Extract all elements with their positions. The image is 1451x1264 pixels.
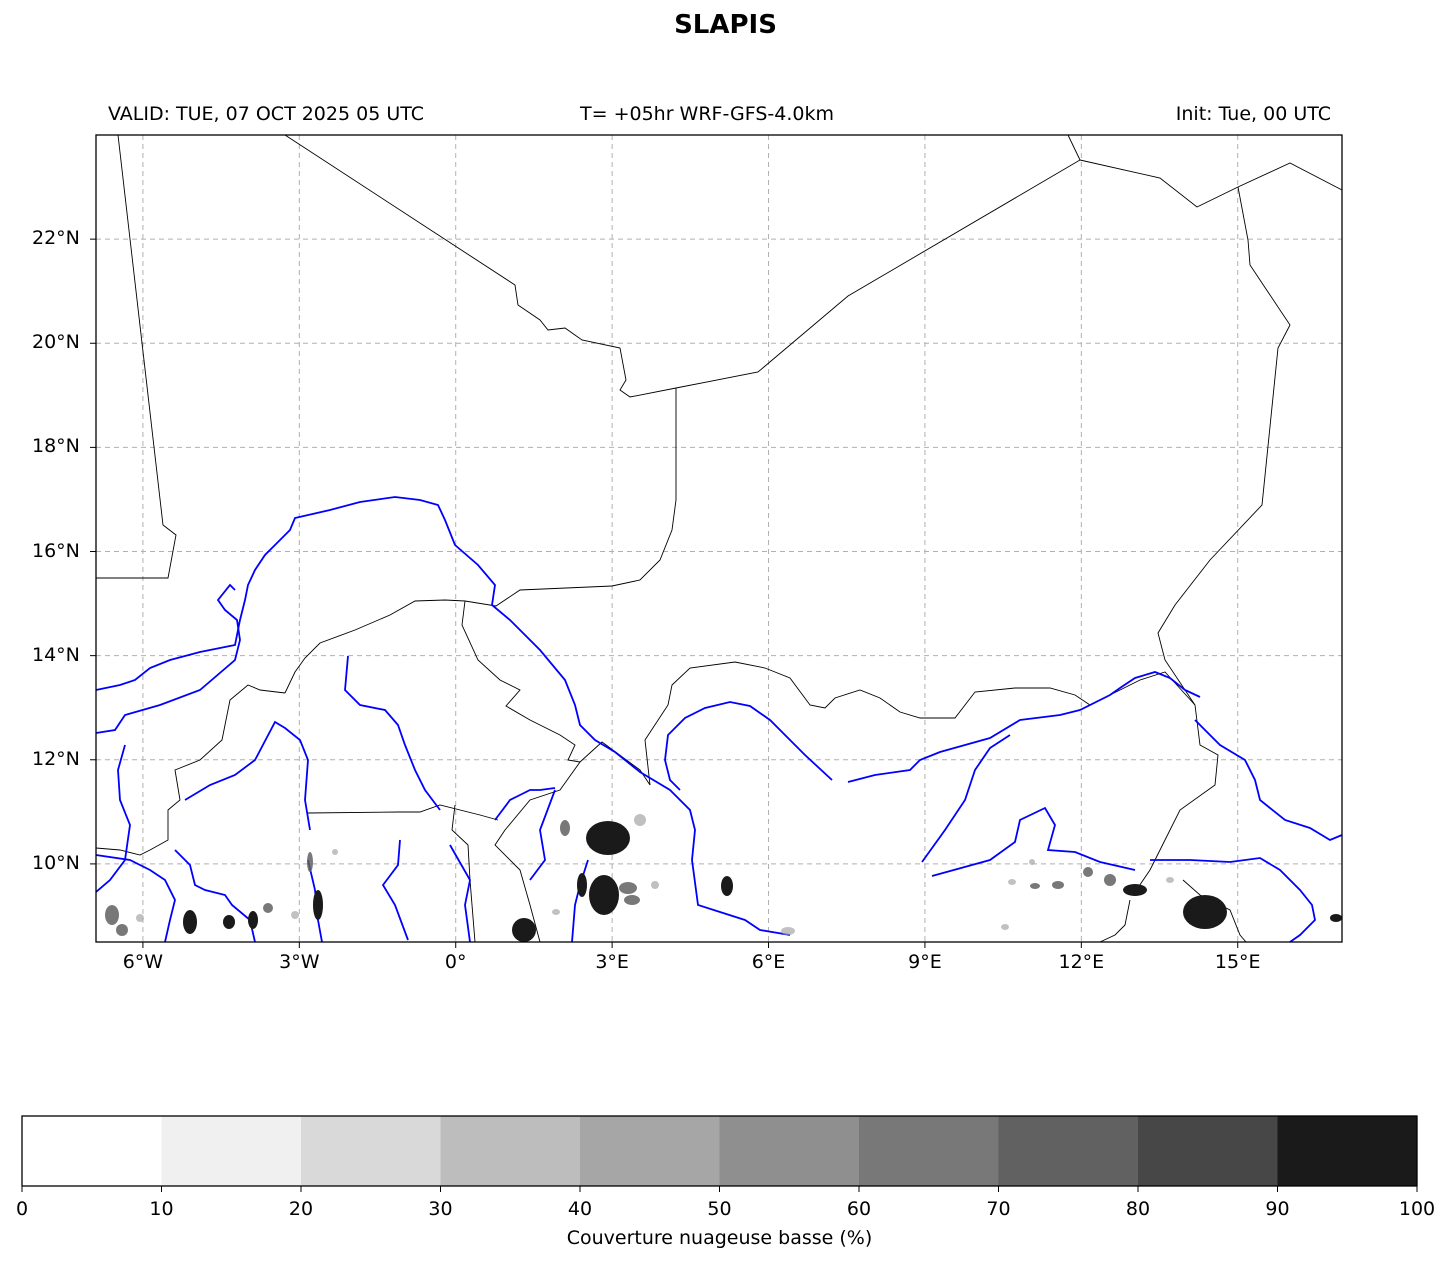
axis-tick-marks — [90, 238, 1239, 948]
colorbar-tick-label: 0 — [15, 1198, 29, 1220]
border-niger-algeria — [675, 134, 1081, 389]
lon-tick-label: 15°E — [1214, 951, 1261, 973]
border-mali-niger — [284, 388, 677, 694]
border-cameroon-nigeria-south — [1099, 899, 1131, 943]
colorbar-title: Couverture nuageuse basse (%) — [566, 1227, 873, 1249]
border-niger-libya-chad — [1079, 159, 1343, 208]
colorbar-bin — [440, 1116, 581, 1186]
colorbar-bin — [859, 1116, 999, 1186]
lat-tick-label: 10°N — [32, 851, 80, 874]
country-borders — [95, 134, 1343, 943]
river-niger-north-branch — [95, 583, 241, 734]
forecast-model-label: T= +05hr WRF-GFS-4.0km — [580, 103, 834, 125]
border-burkina-ghana-togo — [307, 804, 499, 821]
river-chari — [1150, 857, 1316, 943]
lon-tick-label: 3°E — [595, 951, 629, 973]
colorbar-tick-label: 80 — [1125, 1198, 1151, 1220]
rivers — [95, 496, 1343, 943]
colorbar-tick-label: 90 — [1265, 1198, 1290, 1220]
colorbar-bin — [161, 1116, 302, 1186]
lon-tick-label: 0° — [444, 951, 467, 973]
river-white-volta — [344, 655, 441, 811]
colorbar-tick-label: 50 — [707, 1198, 732, 1220]
valid-time-label: VALID: TUE, 07 OCT 2025 05 UTC — [108, 103, 424, 125]
colorbar-bin — [1277, 1116, 1418, 1186]
river-benue — [847, 671, 1201, 783]
river-oueme — [529, 789, 556, 881]
border-mali-algeria — [284, 134, 677, 398]
river-black-volta — [184, 720, 311, 831]
lon-tick-label: 6°W — [122, 951, 164, 973]
river-bani — [95, 854, 176, 943]
lat-tick-label: 12°N — [32, 747, 80, 770]
colorbar-bin — [580, 1116, 720, 1186]
lon-tick-label: 12°E — [1058, 951, 1105, 973]
border-togo — [451, 804, 476, 943]
river-sokoto — [664, 701, 833, 791]
colorbar-tick-label: 70 — [986, 1198, 1011, 1220]
border-niger-nigeria — [644, 661, 1091, 786]
lat-tick-label: 16°N — [32, 539, 80, 562]
border-mali-burkina — [95, 684, 286, 856]
river-niger — [95, 496, 791, 936]
lat-tick-label: 20°N — [32, 331, 80, 354]
lat-tick-label: 18°N — [32, 435, 80, 458]
lon-tick-label: 9°E — [908, 951, 942, 973]
river-mouhoun — [95, 744, 131, 893]
border-mali-mauritania — [96, 134, 177, 579]
lat-tick-label: 14°N — [32, 643, 80, 666]
lon-tick-label: 3°W — [279, 951, 320, 973]
river-mono — [494, 787, 556, 821]
river-mekrou — [571, 859, 589, 943]
river-komadugu — [921, 734, 1011, 863]
river-bagoe — [174, 849, 256, 943]
colorbar-bin — [1138, 1116, 1278, 1186]
colorbar-tick-label: 20 — [288, 1198, 314, 1220]
border-cameroon-south — [1182, 879, 1247, 943]
colorbar-bin — [301, 1116, 441, 1186]
colorbar-tick-label: 40 — [567, 1198, 593, 1220]
colorbar — [21, 1115, 1418, 1192]
border-benin-nigeria — [494, 761, 581, 943]
cloud-cover-field — [105, 814, 1342, 942]
init-time-label: Init: Tue, 00 UTC — [1175, 103, 1331, 125]
colorbar-tick-label: 10 — [149, 1198, 174, 1220]
river-oti — [449, 844, 471, 943]
colorbar-bin — [719, 1116, 860, 1186]
gridlines — [96, 135, 1342, 942]
lat-tick-label: 22°N — [32, 227, 80, 250]
colorbar-bin — [998, 1116, 1139, 1186]
river-red-volta — [381, 839, 409, 941]
colorbar-bin — [22, 1116, 162, 1186]
border-chad-east — [1132, 186, 1291, 896]
colorbar-tick-label: 100 — [1398, 1198, 1436, 1220]
border-nigeria-cameroon — [1089, 671, 1196, 706]
colorbar-tick-label: 30 — [428, 1198, 453, 1220]
river-gongola — [931, 806, 1136, 877]
lon-tick-label: 6°E — [751, 951, 786, 973]
map-title: SLAPIS — [674, 10, 777, 40]
river-logone — [1194, 719, 1343, 842]
map-frame — [95, 134, 1343, 943]
border-niger-burkina-benin — [461, 600, 651, 786]
colorbar-tick-label: 60 — [846, 1198, 872, 1220]
